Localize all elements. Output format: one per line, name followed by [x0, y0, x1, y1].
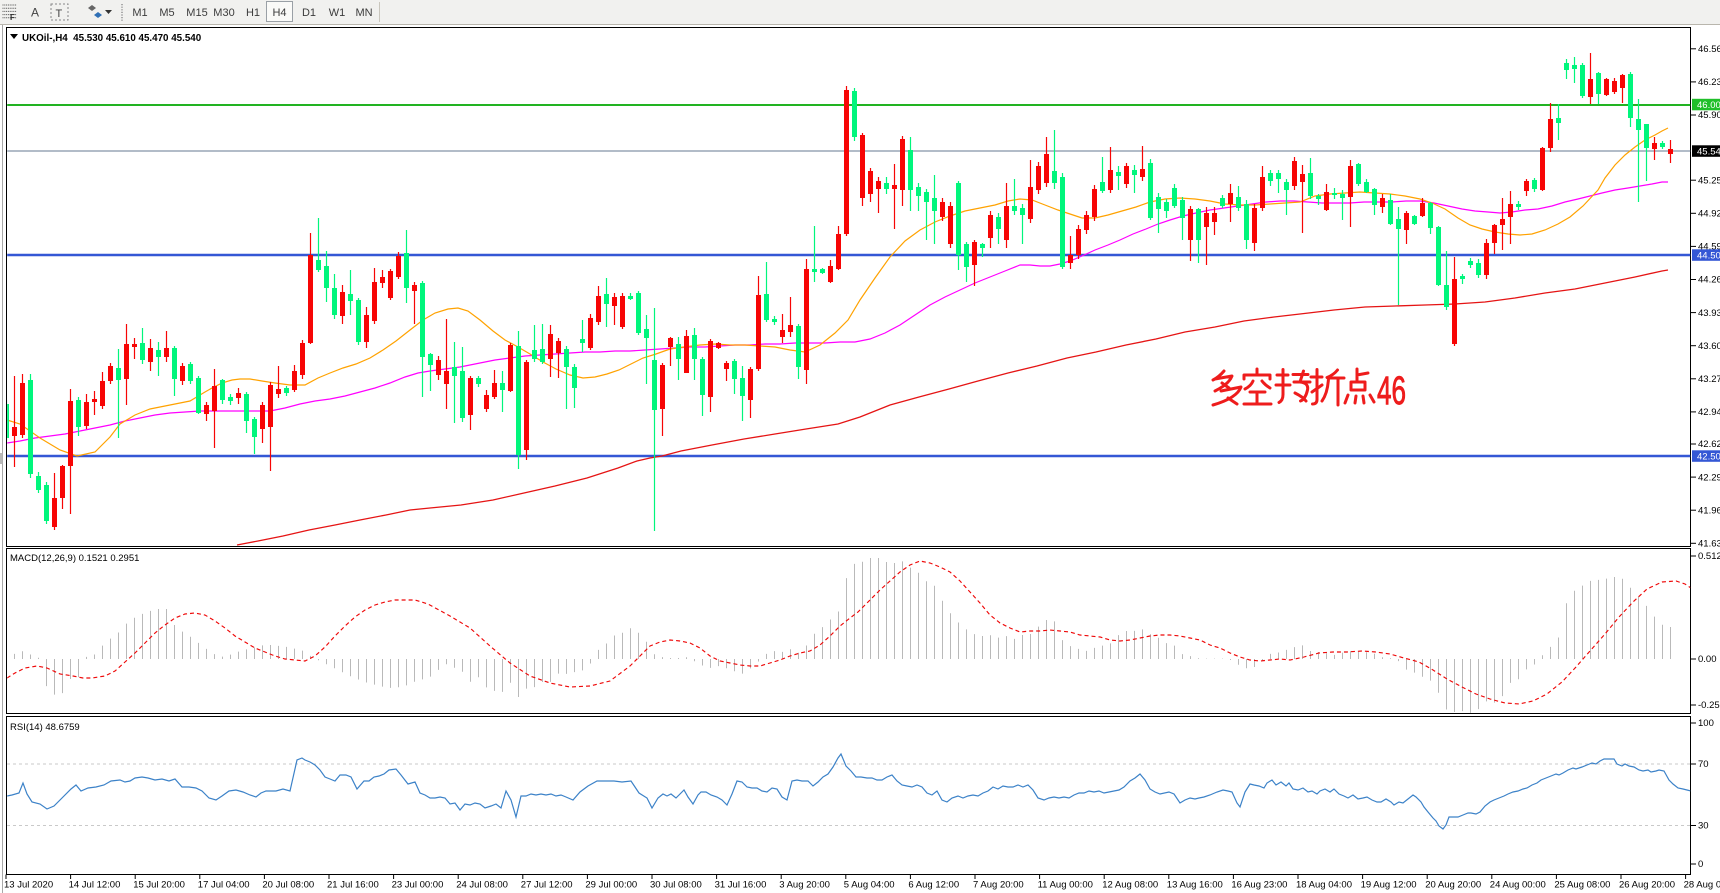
svg-text:21 Jul 16:00: 21 Jul 16:00 — [327, 880, 379, 891]
svg-text:17 Jul 04:00: 17 Jul 04:00 — [198, 880, 250, 891]
svg-text:-0.2573: -0.2573 — [1698, 700, 1720, 711]
svg-text:20 Jul 08:00: 20 Jul 08:00 — [262, 880, 314, 891]
svg-text:19 Aug 12:00: 19 Aug 12:00 — [1361, 880, 1417, 891]
svg-text:H4: H4 — [272, 7, 286, 19]
svg-text:MN: MN — [355, 7, 372, 19]
svg-text:12 Aug 08:00: 12 Aug 08:00 — [1102, 880, 1158, 891]
svg-text:45.90: 45.90 — [1698, 110, 1720, 121]
svg-text:M1: M1 — [132, 7, 147, 19]
svg-text:43.60: 43.60 — [1698, 341, 1720, 352]
svg-text:13 Jul 2020: 13 Jul 2020 — [4, 880, 53, 891]
svg-text:T: T — [56, 8, 63, 20]
svg-text:D1: D1 — [302, 7, 316, 19]
svg-text:43.93: 43.93 — [1698, 308, 1720, 319]
svg-text:45.54: 45.54 — [1697, 146, 1720, 157]
svg-text:43.27: 43.27 — [1698, 374, 1720, 385]
svg-text:5 Aug 04:00: 5 Aug 04:00 — [844, 880, 895, 891]
svg-text:42.62: 42.62 — [1698, 439, 1720, 450]
svg-text:45.25: 45.25 — [1698, 175, 1720, 186]
svg-text:M15: M15 — [186, 7, 207, 19]
svg-text:25 Aug 08:00: 25 Aug 08:00 — [1554, 880, 1610, 891]
svg-text:16 Aug 23:00: 16 Aug 23:00 — [1231, 880, 1287, 891]
svg-text:100: 100 — [1698, 718, 1714, 729]
svg-text:46.56: 46.56 — [1698, 44, 1720, 55]
svg-text:31 Jul 16:00: 31 Jul 16:00 — [715, 880, 767, 891]
svg-text:M5: M5 — [159, 7, 174, 19]
svg-text:A: A — [31, 6, 39, 20]
svg-text:46.00: 46.00 — [1697, 100, 1720, 111]
svg-text:30 Jul 08:00: 30 Jul 08:00 — [650, 880, 702, 891]
svg-text:11 Aug 00:00: 11 Aug 00:00 — [1038, 880, 1093, 891]
svg-text:RSI(14) 48.6759: RSI(14) 48.6759 — [10, 722, 80, 733]
svg-text:0: 0 — [1698, 859, 1703, 870]
svg-text:0.00: 0.00 — [1698, 654, 1717, 665]
svg-text:44.50: 44.50 — [1697, 250, 1720, 261]
svg-text:29 Jul 00:00: 29 Jul 00:00 — [585, 880, 637, 891]
svg-text:26 Aug 20:00: 26 Aug 20:00 — [1619, 880, 1675, 891]
svg-text:28 Aug 00:0: 28 Aug 00:0 — [1684, 880, 1720, 891]
svg-text:41.96: 41.96 — [1698, 505, 1720, 516]
svg-text:41.63: 41.63 — [1698, 539, 1720, 550]
svg-text:3 Aug 20:00: 3 Aug 20:00 — [779, 880, 830, 891]
svg-text:44.59: 44.59 — [1698, 242, 1720, 253]
svg-text:44.92: 44.92 — [1698, 209, 1720, 220]
svg-text:42.50: 42.50 — [1697, 451, 1720, 462]
svg-text:0.5123: 0.5123 — [1698, 551, 1720, 562]
svg-text:14 Jul 12:00: 14 Jul 12:00 — [69, 880, 121, 891]
svg-text:20 Aug 20:00: 20 Aug 20:00 — [1425, 880, 1481, 891]
svg-text:MACD(12,26,9) 0.1521 0.2951: MACD(12,26,9) 0.1521 0.2951 — [10, 553, 139, 564]
svg-text:15 Jul 20:00: 15 Jul 20:00 — [133, 880, 185, 891]
svg-text:24 Aug 00:00: 24 Aug 00:00 — [1490, 880, 1546, 891]
svg-text:44.26: 44.26 — [1698, 275, 1720, 286]
svg-text:42.94: 42.94 — [1698, 407, 1720, 418]
svg-text:46: 46 — [1377, 369, 1406, 413]
svg-text:70: 70 — [1698, 759, 1709, 770]
svg-text:F: F — [10, 13, 15, 22]
svg-text:UKOil-,H4 45.530 45.610 45.47: UKOil-,H4 45.530 45.610 45.470 45.540 — [22, 33, 202, 44]
svg-text:13 Aug 16:00: 13 Aug 16:00 — [1167, 880, 1223, 891]
svg-text:24 Jul 08:00: 24 Jul 08:00 — [456, 880, 508, 891]
svg-text:M30: M30 — [213, 7, 234, 19]
svg-text:6 Aug 12:00: 6 Aug 12:00 — [908, 880, 959, 891]
svg-text:42.29: 42.29 — [1698, 472, 1720, 483]
svg-text:46.23: 46.23 — [1698, 77, 1720, 88]
svg-text:18 Aug 04:00: 18 Aug 04:00 — [1296, 880, 1352, 891]
svg-text:W1: W1 — [329, 7, 346, 19]
svg-text:23 Jul 00:00: 23 Jul 00:00 — [392, 880, 444, 891]
svg-text:7 Aug 20:00: 7 Aug 20:00 — [973, 880, 1024, 891]
svg-text:30: 30 — [1698, 821, 1709, 832]
svg-text:H1: H1 — [246, 7, 260, 19]
svg-text:27 Jul 12:00: 27 Jul 12:00 — [521, 880, 573, 891]
